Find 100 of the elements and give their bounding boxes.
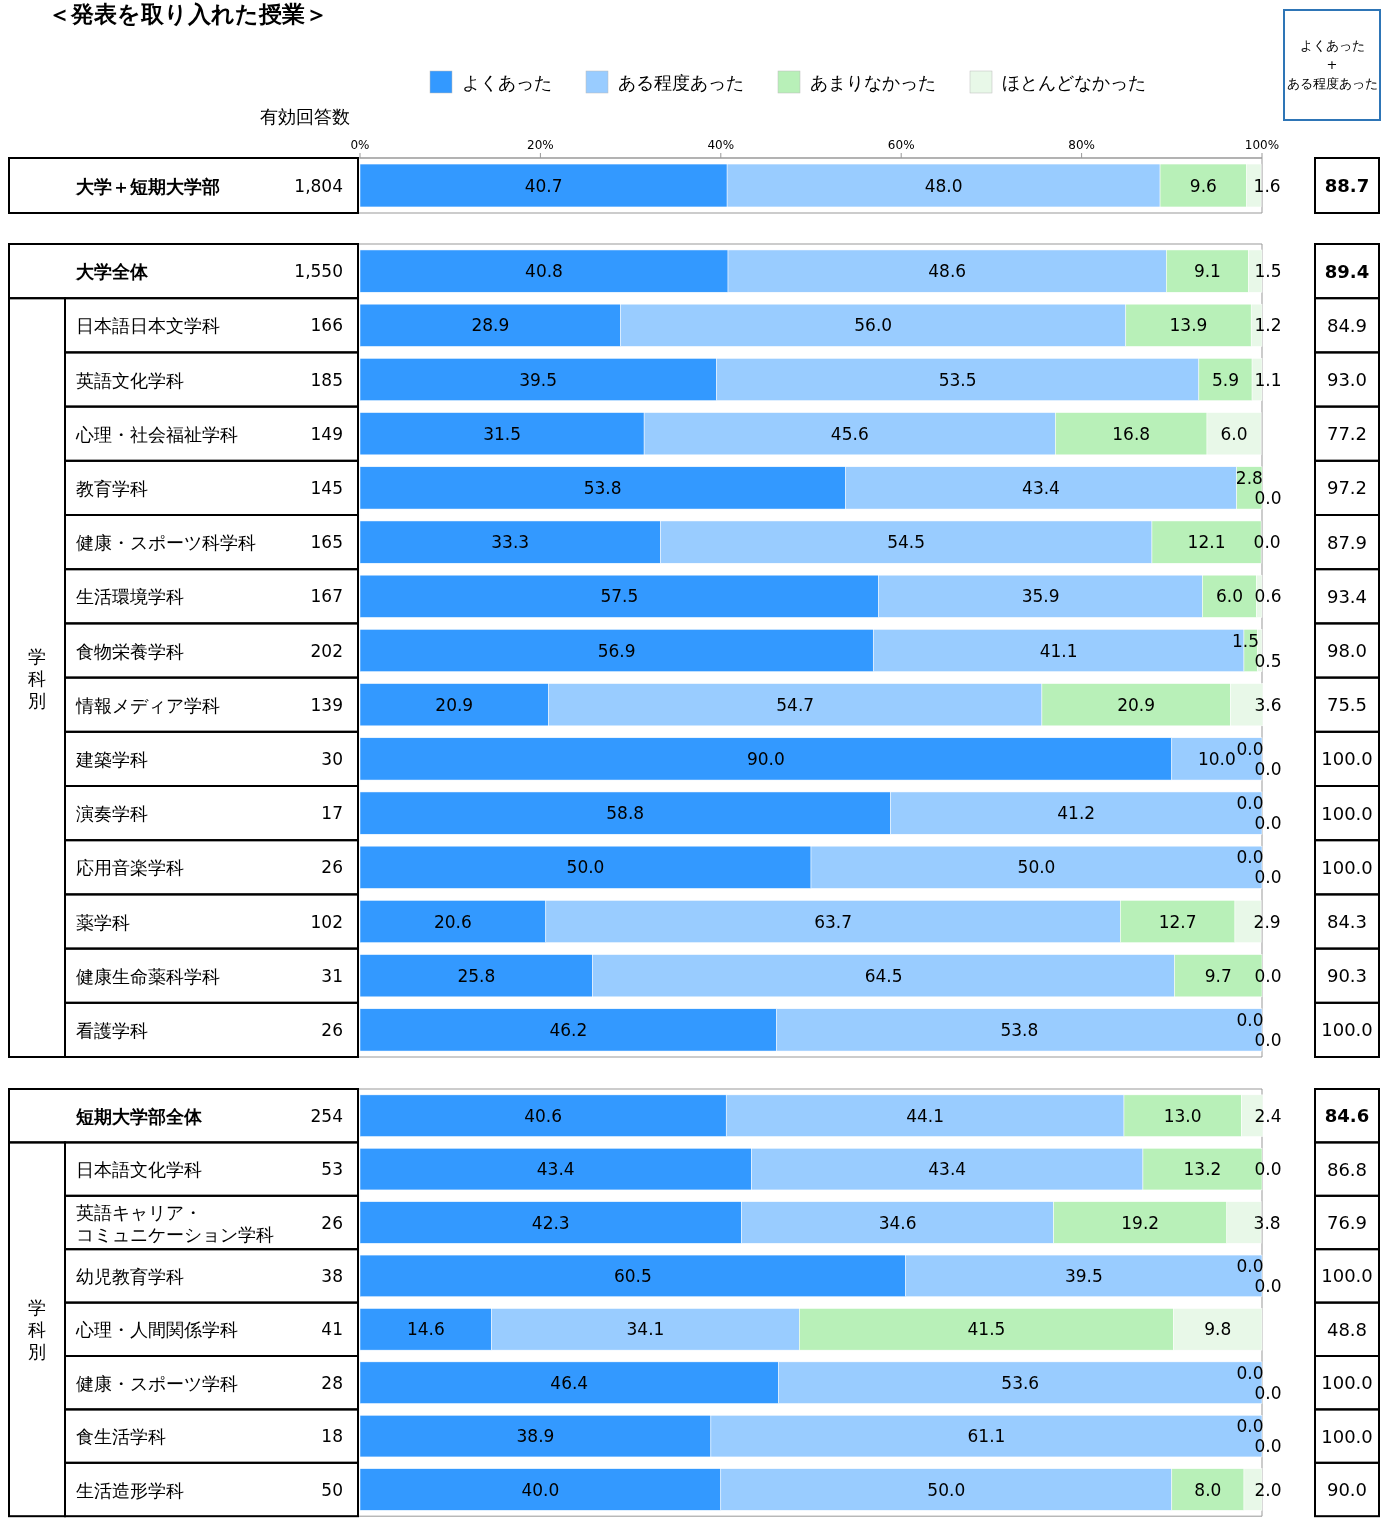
text: 31 xyxy=(321,965,343,986)
text: 87.9 xyxy=(1326,531,1368,553)
text: 86.8 xyxy=(1326,1158,1368,1180)
data-label: 5.9 xyxy=(1211,369,1239,390)
text: 30 xyxy=(321,748,343,769)
x-tick-label: 0% xyxy=(350,138,370,152)
text: 89.4 xyxy=(1324,260,1370,282)
y-tick-label: 心理・社会福祉学科 xyxy=(75,423,238,445)
text: 学科別 xyxy=(28,645,46,711)
data-label: 2.0 xyxy=(1254,1479,1282,1500)
data-label: 34.6 xyxy=(878,1212,917,1233)
data-label: 41.2 xyxy=(1057,803,1096,824)
text: 100.0 xyxy=(1321,856,1373,878)
data-label: 40.6 xyxy=(524,1105,563,1126)
data-label: 53.5 xyxy=(938,369,977,390)
text: 93.4 xyxy=(1326,585,1368,607)
legend-label: ほとんどなかった xyxy=(1002,71,1146,93)
text: 97.2 xyxy=(1326,477,1368,499)
data-label: 0.6 xyxy=(1254,586,1282,607)
text: 76.9 xyxy=(1326,1212,1368,1233)
text: 84.3 xyxy=(1326,911,1368,932)
text: 48.8 xyxy=(1326,1318,1368,1340)
data-label: 9.8 xyxy=(1204,1319,1232,1340)
data-label: 0.0 xyxy=(1236,1255,1264,1276)
text: 75.5 xyxy=(1326,694,1368,716)
data-label: 56.9 xyxy=(597,640,636,661)
data-label: 43.4 xyxy=(1022,477,1060,498)
x-tick-label: 40% xyxy=(707,138,735,152)
y-tick-label: 食物栄養学科 xyxy=(76,640,184,661)
data-label: 12.7 xyxy=(1158,911,1197,932)
data-label: 9.1 xyxy=(1193,261,1221,282)
y-tick-label: 大学＋短期大学部 xyxy=(75,175,220,196)
data-label: 43.4 xyxy=(536,1159,575,1180)
data-label: 20.9 xyxy=(1117,694,1156,715)
text: 165 xyxy=(310,532,343,553)
legend-label: あまりなかった xyxy=(810,71,936,93)
y-tick-label: 健康・スポーツ学科 xyxy=(76,1372,238,1394)
data-label: 0.0 xyxy=(1254,487,1282,508)
data-label: 1.6 xyxy=(1253,175,1281,196)
text: 185 xyxy=(310,369,343,390)
y-tick-label: 日本語日本文学科 xyxy=(76,314,220,336)
data-label: 0.0 xyxy=(1254,1382,1282,1403)
data-label: 54.7 xyxy=(776,694,815,715)
chart-title: ＜発表を取り入れた授業＞ xyxy=(48,1,328,27)
text: 100.0 xyxy=(1321,748,1373,770)
text: 26 xyxy=(321,857,343,878)
data-label: 33.3 xyxy=(491,532,530,553)
data-label: 2.4 xyxy=(1254,1105,1282,1126)
data-label: 0.0 xyxy=(1236,1416,1264,1437)
data-label: 0.0 xyxy=(1236,847,1264,868)
y-tick-label: 生活環境学科 xyxy=(76,585,184,607)
text: 26 xyxy=(321,1019,343,1040)
data-label: 6.0 xyxy=(1220,423,1248,444)
data-label: 10.0 xyxy=(1197,748,1236,769)
data-label: 54.5 xyxy=(887,532,926,553)
text: 90.0 xyxy=(1326,1479,1368,1500)
data-label: 0.5 xyxy=(1254,650,1282,671)
x-tick-label: 80% xyxy=(1068,138,1095,152)
y-tick-label: 健康生命薬科学科 xyxy=(76,965,220,987)
data-label: 6.0 xyxy=(1216,586,1244,607)
data-label: 90.0 xyxy=(746,748,785,769)
y-tick-label: 英語文化学科 xyxy=(76,369,184,390)
data-label: 57.5 xyxy=(600,586,639,607)
text: 84.9 xyxy=(1326,314,1368,336)
y-tick-label: 情報メディア学科 xyxy=(75,694,220,716)
data-label: 53.6 xyxy=(1001,1372,1040,1393)
data-label: 0.0 xyxy=(1236,1009,1264,1030)
data-label: 0.0 xyxy=(1254,1275,1282,1296)
text: 90.3 xyxy=(1326,965,1368,987)
data-label: 48.6 xyxy=(928,261,967,282)
data-label: 41.1 xyxy=(1039,640,1078,661)
data-label: 3.6 xyxy=(1254,694,1282,715)
data-label: 46.2 xyxy=(549,1019,588,1040)
text: 98.0 xyxy=(1326,640,1368,661)
data-label: 53.8 xyxy=(1000,1019,1039,1040)
data-label: 8.0 xyxy=(1194,1479,1222,1500)
data-label: 50.0 xyxy=(566,857,605,878)
data-label: 20.9 xyxy=(435,694,474,715)
data-label: 14.6 xyxy=(406,1319,445,1340)
data-label: 42.3 xyxy=(531,1212,570,1233)
text: 1,550 xyxy=(294,261,343,282)
data-label: 53.8 xyxy=(583,477,622,498)
data-label: 60.5 xyxy=(613,1265,652,1286)
y-tick-label: 幼児教育学科 xyxy=(76,1265,184,1287)
data-label: 38.9 xyxy=(516,1426,555,1447)
data-label: 48.0 xyxy=(924,175,963,196)
data-label: 2.8 xyxy=(1235,467,1263,488)
text: 28 xyxy=(321,1372,343,1393)
data-label: 13.2 xyxy=(1183,1159,1222,1180)
data-label: 0.0 xyxy=(1254,758,1282,779)
data-label: 40.8 xyxy=(525,261,563,282)
y-tick-label: 生活造形学科 xyxy=(76,1479,184,1500)
text: 145 xyxy=(310,477,343,498)
data-label: 39.5 xyxy=(519,369,558,390)
text: 254 xyxy=(310,1105,343,1126)
data-label: 40.0 xyxy=(521,1479,560,1500)
text: 102 xyxy=(310,911,343,932)
y-tick-label: 健康・スポーツ科学科 xyxy=(76,531,256,553)
text: 139 xyxy=(310,694,343,715)
data-label: 44.1 xyxy=(906,1105,945,1126)
